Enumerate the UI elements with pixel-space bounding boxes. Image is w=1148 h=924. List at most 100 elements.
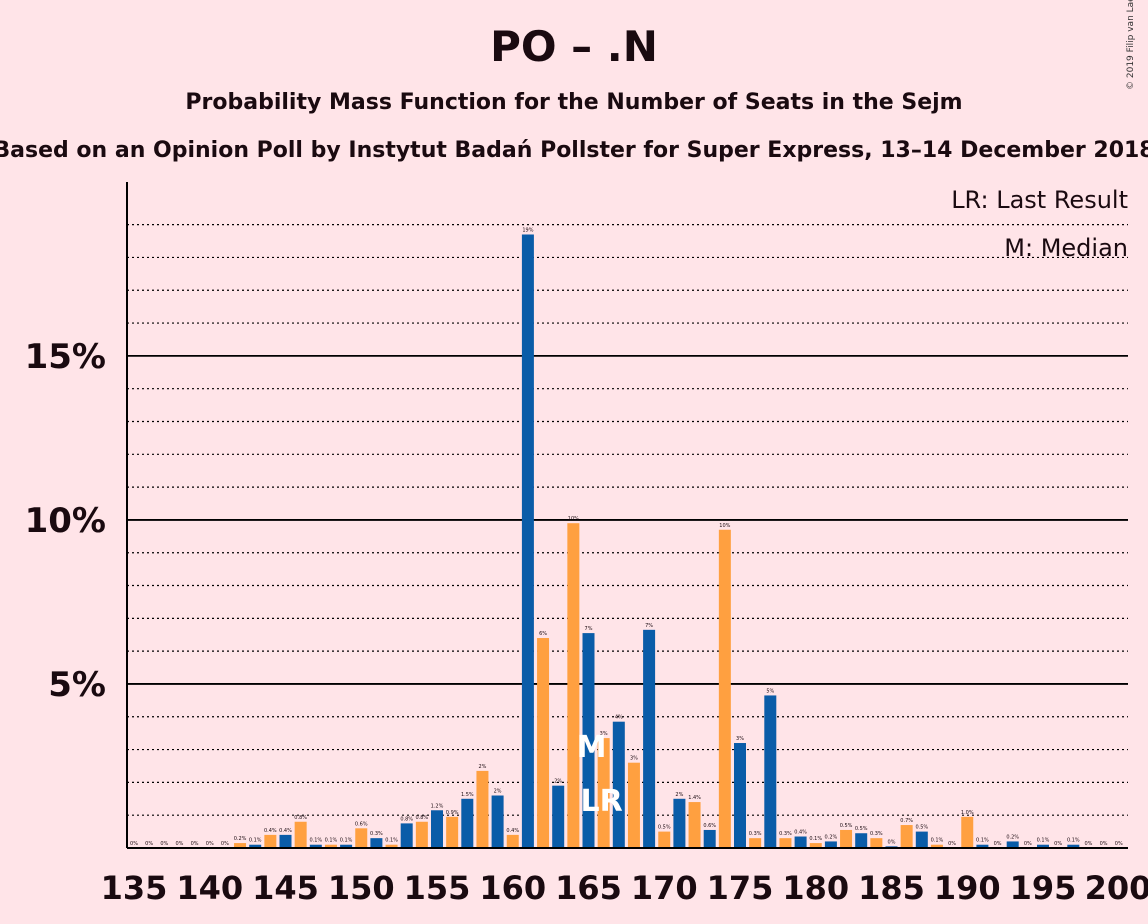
x-tick-label: 145	[252, 869, 319, 907]
bar-187	[915, 831, 928, 848]
bar-label-135: 0%	[130, 841, 138, 847]
bar-label-179: 0.4%	[794, 830, 807, 836]
bar-164	[567, 523, 580, 848]
bar-156	[446, 816, 459, 848]
bar-146	[294, 821, 307, 848]
bar-158	[476, 770, 489, 848]
bar-149	[340, 844, 353, 848]
x-tick-label: 200	[1085, 869, 1148, 907]
bar-label-173: 0.6%	[703, 823, 716, 829]
bar-label-194: 0%	[1024, 841, 1032, 847]
bar-150	[355, 828, 368, 848]
bar-label-137: 0%	[160, 841, 168, 847]
bar-label-157: 1.5%	[461, 792, 474, 798]
bar-151	[370, 838, 383, 848]
bar-label-176: 0.3%	[749, 831, 762, 837]
bar-193	[1006, 841, 1019, 848]
bar-label-144: 0.4%	[264, 828, 277, 834]
bar-162	[537, 638, 550, 848]
bar-label-174: 10%	[719, 523, 730, 529]
bar-label-150: 0.6%	[355, 821, 368, 827]
bar-label-140: 0%	[206, 841, 214, 847]
poll-source: Based on an Opinion Poll by Instytut Bad…	[0, 138, 1148, 163]
bar-171	[673, 798, 686, 848]
bar-170	[658, 831, 671, 848]
bar-label-169: 7%	[645, 623, 653, 629]
bar-label-141: 0%	[221, 841, 229, 847]
bar-label-184: 0.3%	[870, 831, 883, 837]
bar-173	[703, 829, 716, 848]
bar-label-200: 0%	[1115, 841, 1123, 847]
bar-label-149: 0.1%	[340, 838, 353, 844]
bar-label-163: 2%	[554, 779, 562, 785]
bar-label-148: 0.1%	[325, 838, 338, 844]
bar-180	[809, 843, 822, 848]
bar-147	[309, 844, 322, 848]
bar-label-165: 7%	[585, 626, 593, 632]
bar-label-195: 0.1%	[1037, 838, 1050, 844]
bar-label-136: 0%	[145, 841, 153, 847]
bar-169	[643, 629, 656, 848]
bar-165	[582, 633, 595, 848]
bar-143	[249, 844, 262, 848]
x-tick-label: 135	[101, 869, 168, 907]
bar-label-166: 3%	[600, 731, 608, 737]
bar-153	[400, 823, 413, 848]
chart-title: PO – .N	[490, 22, 658, 71]
bar-label-183: 0.5%	[855, 826, 868, 832]
bar-145	[279, 834, 292, 848]
x-tick-label: 195	[1010, 869, 1077, 907]
bar-160	[506, 834, 519, 848]
bar-167	[612, 721, 625, 848]
bar-148	[324, 844, 337, 848]
bar-181	[824, 841, 837, 848]
bar-label-189: 0%	[948, 841, 956, 847]
bar-177	[764, 695, 777, 848]
bar-label-151: 0.3%	[370, 831, 383, 837]
bar-142	[234, 843, 247, 848]
bar-174	[718, 529, 731, 848]
bar-197	[1067, 844, 1080, 848]
bar-label-188: 0.1%	[931, 838, 944, 844]
bar-label-199: 0%	[1100, 841, 1108, 847]
x-tick-label: 180	[782, 869, 849, 907]
x-tick-label: 185	[858, 869, 925, 907]
bar-label-187: 0.5%	[915, 825, 928, 831]
bar-154	[415, 821, 428, 848]
bar-178	[779, 838, 792, 848]
bar-label-178: 0.3%	[779, 831, 792, 837]
bar-label-155: 1.2%	[431, 803, 444, 809]
bar-175	[734, 743, 746, 848]
y-tick-label: 10%	[25, 501, 106, 541]
bar-163	[552, 785, 565, 848]
bar-191	[976, 844, 989, 848]
bar-label-168: 3%	[630, 756, 638, 762]
bar-label-164: 10%	[568, 516, 579, 522]
chart-subtitle: Probability Mass Function for the Number…	[185, 90, 963, 115]
bar-label-152: 0.1%	[385, 838, 398, 844]
bar-label-171: 2%	[675, 792, 683, 798]
bar-label-192: 0%	[994, 841, 1002, 847]
x-tick-label: 140	[176, 869, 243, 907]
bar-label-198: 0%	[1084, 841, 1092, 847]
bar-label-156: 0.9%	[446, 810, 459, 816]
bar-label-177: 5%	[766, 688, 774, 694]
bar-label-160: 0.4%	[506, 828, 519, 834]
bar-157	[461, 798, 474, 848]
bar-label-186: 0.7%	[900, 818, 913, 824]
bar-label-182: 0.5%	[840, 823, 853, 829]
bar-label-145: 0.4%	[279, 828, 292, 834]
bar-155	[431, 810, 443, 848]
bar-190	[961, 816, 974, 848]
median-marker: M	[577, 730, 607, 765]
bar-label-196: 0%	[1054, 841, 1062, 847]
bar-183	[855, 833, 868, 848]
bar-label-162: 6%	[539, 631, 547, 637]
bar-label-197: 0.1%	[1067, 838, 1080, 844]
x-tick-label: 190	[934, 869, 1001, 907]
bar-179	[794, 836, 807, 848]
x-tick-label: 155	[404, 869, 471, 907]
x-tick-label: 170	[631, 869, 698, 907]
bar-label-190: 1.0%	[961, 810, 974, 816]
